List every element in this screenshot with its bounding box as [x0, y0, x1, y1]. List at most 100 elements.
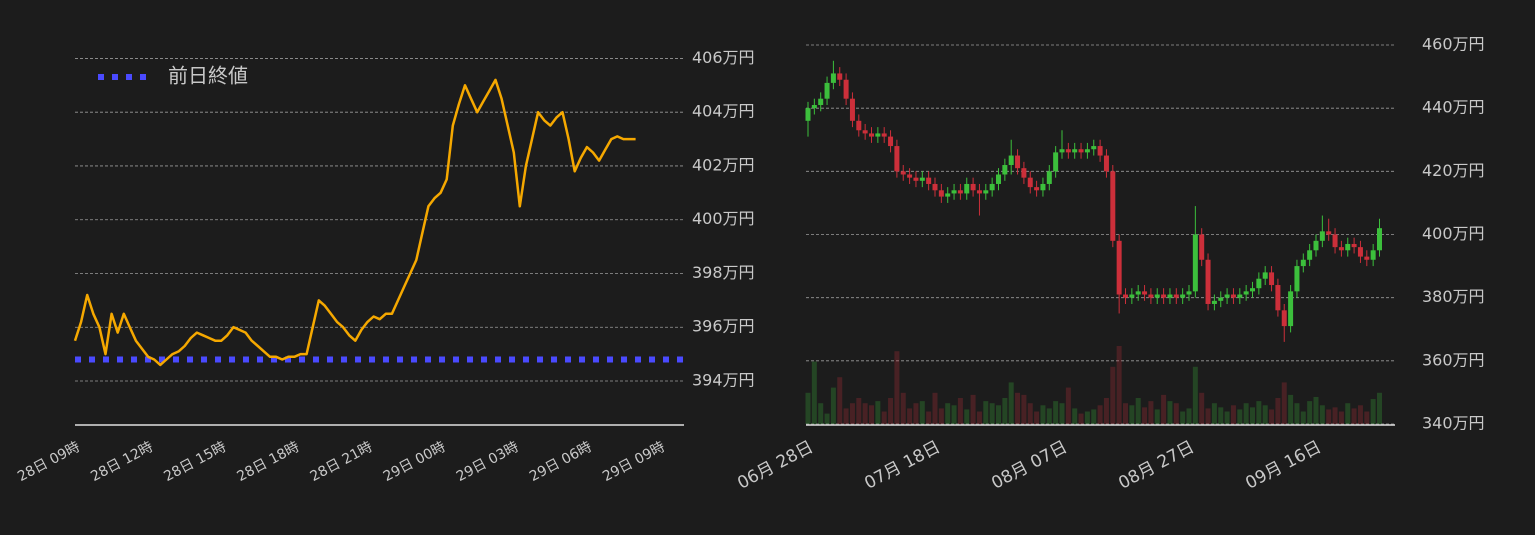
volume-bar [1300, 411, 1306, 424]
volume-bar [1097, 405, 1103, 424]
volume-bar [1370, 399, 1376, 424]
volume-bar [1129, 405, 1135, 424]
candle-body [1059, 149, 1065, 153]
candle-body [1084, 149, 1090, 153]
x-tick-label: 29日 09時 [600, 439, 668, 485]
volume-bar [824, 413, 830, 424]
volume-bar [1205, 408, 1211, 424]
candle-body [818, 98, 824, 106]
candle-body [869, 133, 874, 137]
y-tick-label: 340万円 [1422, 414, 1485, 433]
volume-bar [1338, 411, 1344, 424]
candle-body [1142, 291, 1148, 295]
candle-body [1288, 291, 1294, 327]
y-tick-label: 398万円 [692, 263, 755, 282]
candle-body [1211, 300, 1217, 304]
y-tick-label: 420万円 [1422, 161, 1485, 180]
volume-bar [1072, 408, 1078, 424]
volume-bar [1250, 407, 1255, 424]
volume-bar [1332, 407, 1338, 424]
candle-body [1065, 149, 1071, 153]
volume-bar [1180, 411, 1186, 424]
candle-body [1123, 294, 1128, 298]
candle-body [945, 193, 951, 197]
volume-bar [1167, 401, 1173, 424]
candle-body [1161, 294, 1167, 298]
candle-body [913, 177, 919, 181]
candle-body [1338, 247, 1344, 251]
candle-body [1053, 152, 1059, 172]
candle-body [1364, 256, 1370, 260]
y-tick-label: 404万円 [692, 102, 755, 121]
volume-bar [919, 401, 925, 424]
candle-body [957, 190, 963, 194]
volume-bar [970, 394, 976, 424]
volume-bar [1142, 407, 1148, 424]
volume-bar [1294, 403, 1300, 424]
volume-bar [996, 405, 1001, 424]
volume-bar [1313, 396, 1319, 424]
volume-bar [1103, 398, 1109, 424]
volume-bar [1161, 394, 1167, 424]
candle-body [830, 73, 836, 83]
candle-body [1237, 294, 1243, 298]
candle-body [811, 105, 817, 109]
volume-bar [1135, 398, 1141, 424]
volume-bar [1319, 405, 1325, 424]
y-tick-label: 406万円 [692, 48, 755, 67]
candle-body [1186, 291, 1192, 295]
x-tick-label: 07月 18日 [861, 437, 943, 493]
volume-bar [856, 398, 862, 424]
volume-bar [811, 361, 817, 424]
candle-body [1034, 187, 1040, 191]
candle-body [1097, 146, 1103, 156]
candle-body [1243, 291, 1249, 295]
x-tick-label: 28日 12時 [88, 439, 156, 485]
volume-bar [1065, 387, 1071, 424]
candle-body [856, 120, 862, 131]
candle-body [964, 183, 970, 194]
volume-bar [1307, 401, 1313, 424]
volume-bar [888, 398, 894, 424]
volume-bar [830, 387, 836, 424]
x-tick-label: 08月 07日 [988, 437, 1070, 493]
y-tick-label: 400万円 [692, 209, 755, 228]
legend-label: 前日終値 [168, 64, 248, 88]
candle-body [1027, 177, 1033, 188]
volume-bar [1027, 403, 1033, 424]
candle-body [932, 183, 938, 191]
volume-bar [875, 401, 881, 424]
volume-bar [1256, 401, 1262, 424]
x-tick-label: 29日 06時 [527, 439, 595, 485]
candle-body [1351, 243, 1357, 248]
volume-bar [1040, 405, 1046, 424]
volume-bar [1288, 394, 1294, 424]
volume-bar [983, 401, 989, 424]
candle-body [1154, 294, 1160, 298]
volume-bar [1364, 411, 1370, 424]
y-tick-label: 402万円 [692, 155, 755, 174]
volume-bar [913, 403, 919, 424]
x-tick-label: 29日 00時 [381, 439, 449, 485]
volume-bar [1192, 366, 1198, 424]
candle-body [1002, 165, 1008, 175]
candle-body [849, 98, 855, 121]
volume-bar [964, 409, 970, 424]
volume-bar [926, 411, 932, 424]
x-tick-label: 09月 16日 [1242, 437, 1324, 493]
volume-bar [1377, 392, 1382, 424]
volume-bar [1110, 366, 1116, 424]
candle-body [1091, 146, 1097, 150]
candle-body [1180, 294, 1186, 298]
candle-body [837, 73, 843, 80]
candle-body [1103, 155, 1109, 172]
volume-bar [1123, 403, 1128, 424]
candle-body [1230, 294, 1236, 298]
volume-bar [938, 408, 944, 424]
volume-bar [1034, 411, 1040, 424]
candle-body [1357, 247, 1363, 257]
volume-bar [1275, 398, 1281, 424]
candle-body [875, 133, 881, 137]
candle-body [983, 190, 989, 194]
candle-body [976, 190, 982, 194]
